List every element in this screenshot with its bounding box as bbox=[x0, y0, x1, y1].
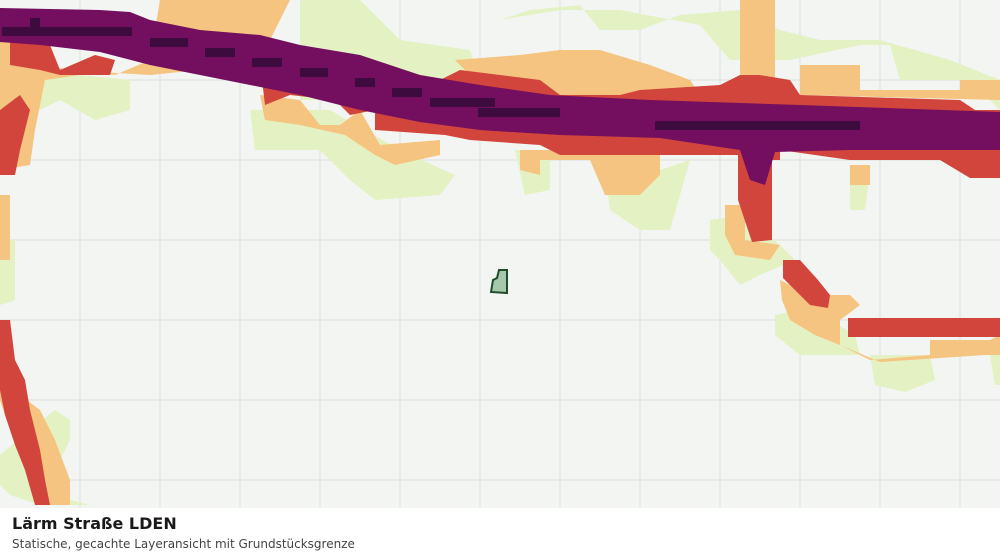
noise-zone-extreme bbox=[2, 18, 860, 130]
layer-title: Lärm Straße LDEN bbox=[12, 514, 177, 533]
noise-zone-very-high bbox=[0, 8, 1000, 185]
caption: Lärm Straße LDEN Statische, gecachte Lay… bbox=[0, 508, 1000, 560]
layer-subtitle: Statische, gecachte Layeransicht mit Gru… bbox=[12, 537, 355, 551]
noise-map bbox=[0, 0, 1000, 508]
parcel-boundary[interactable] bbox=[489, 269, 508, 295]
